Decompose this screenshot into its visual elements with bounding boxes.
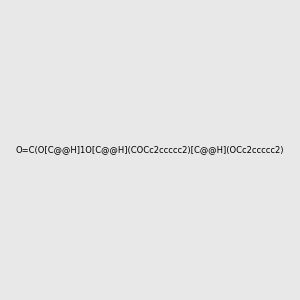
Text: O=C(O[C@@H]1O[C@@H](COCc2ccccc2)[C@@H](OCc2ccccc2): O=C(O[C@@H]1O[C@@H](COCc2ccccc2)[C@@H](O… [16,146,284,154]
